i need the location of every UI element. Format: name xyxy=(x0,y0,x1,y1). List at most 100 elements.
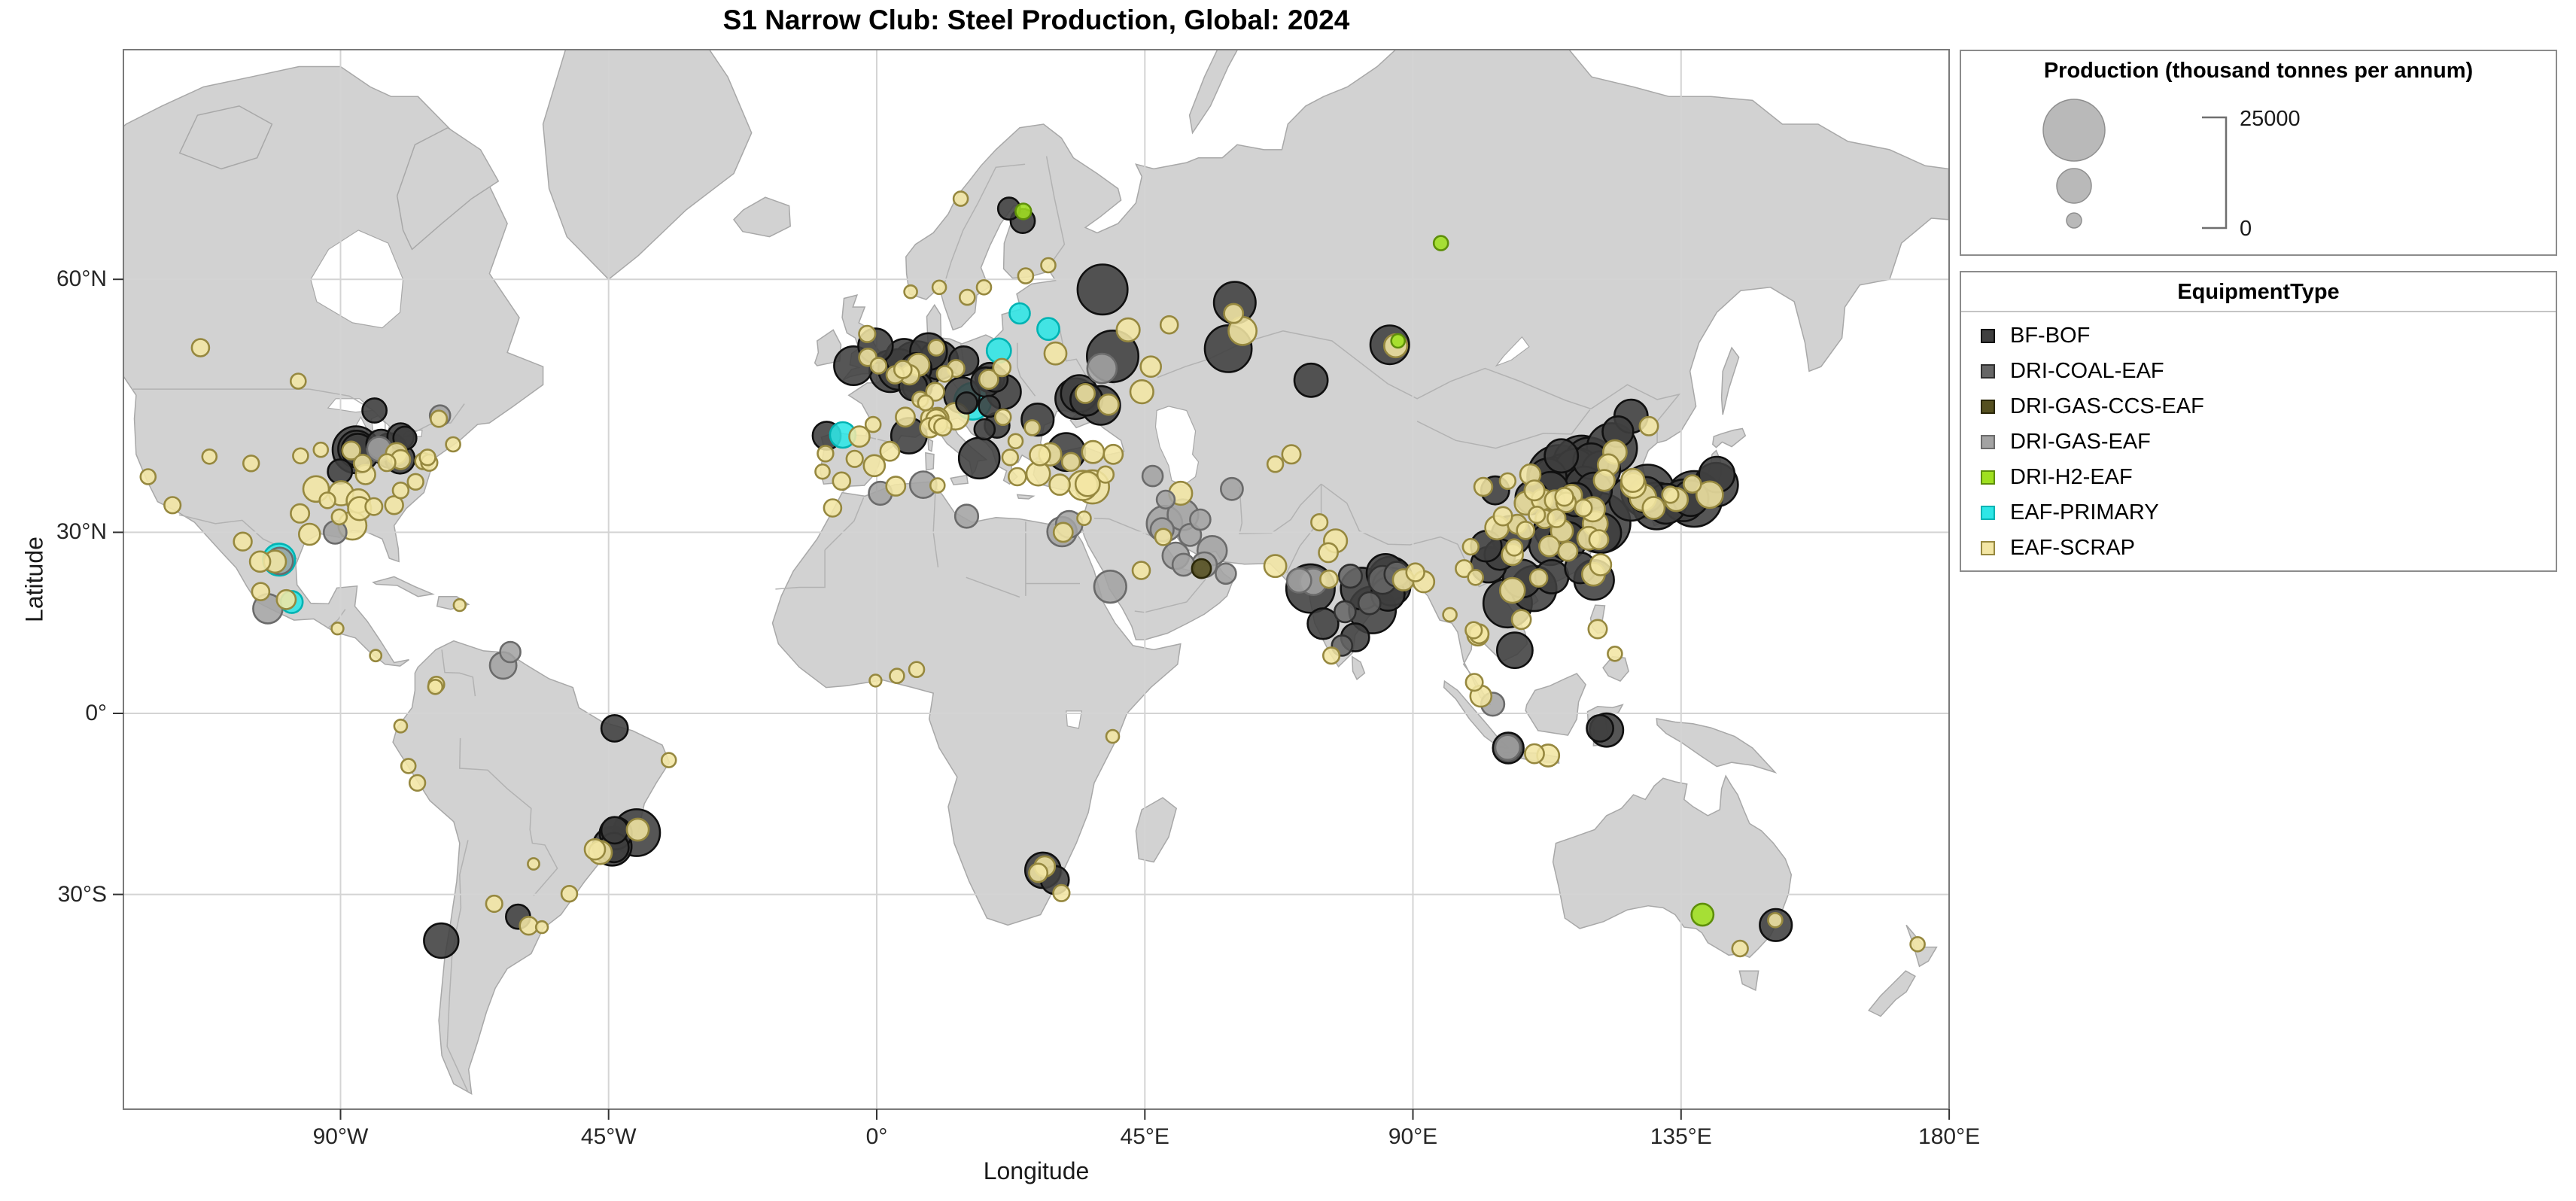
bubble-eaf-scrap xyxy=(935,365,954,383)
bubble-eaf-scrap xyxy=(1588,529,1610,551)
x-tick-label: 135°E xyxy=(1650,1124,1712,1149)
bubble-eaf-scrap xyxy=(994,408,1012,426)
landmass xyxy=(1188,50,1239,135)
x-tick-label: 90°E xyxy=(1388,1124,1438,1149)
size-legend-max-label: 25000 xyxy=(2240,107,2301,131)
bubble-eaf-scrap xyxy=(485,894,503,914)
bubble-eaf-scrap xyxy=(297,522,321,546)
bubble-eaf-scrap xyxy=(1528,505,1547,524)
bubble-eaf-scrap xyxy=(400,758,417,774)
bubble-eaf-scrap xyxy=(959,288,976,306)
bubble-eaf-scrap xyxy=(292,447,309,465)
bubble-eaf-scrap xyxy=(289,372,307,390)
bubble-eaf-scrap xyxy=(1473,476,1494,497)
bubble-eaf-scrap xyxy=(190,338,211,357)
legend-item-eaf-primary: EAF-PRIMARY xyxy=(1981,495,2556,531)
legend-item-dri-gas-eaf: DRI-GAS-EAF xyxy=(1981,424,2556,460)
bubble-bf-bof xyxy=(1543,438,1580,474)
bubble-eaf-scrap xyxy=(1620,467,1646,494)
bubble-dri-gas-ccs-eaf xyxy=(1191,558,1212,579)
bubble-eaf-scrap xyxy=(377,453,397,473)
legend-item-label: DRI-GAS-CCS-EAF xyxy=(2010,394,2204,418)
bubble-eaf-scrap xyxy=(1097,393,1120,416)
size-legend-bracket xyxy=(2202,116,2228,230)
landmass xyxy=(950,474,969,485)
bubble-eaf-scrap xyxy=(1516,520,1535,540)
legend-item-dri-h2-eaf: DRI-H2-EAF xyxy=(1981,460,2556,495)
bubble-eaf-scrap xyxy=(1074,470,1101,497)
bubble-dri-gas-eaf xyxy=(1285,567,1312,594)
bubble-dri-h2-eaf xyxy=(1390,333,1406,349)
x-tick-label: 45°W xyxy=(580,1124,637,1149)
dri-h2-eaf-swatch-icon xyxy=(1981,470,1995,485)
bubble-eaf-scrap xyxy=(1498,576,1526,604)
bubble-eaf-scrap xyxy=(1115,317,1141,343)
bubble-eaf-scrap xyxy=(862,454,887,478)
size-legend-graphic: 25000 0 xyxy=(2042,99,2301,241)
country-border xyxy=(441,649,476,697)
bubble-eaf-scrap xyxy=(868,673,883,688)
landmass xyxy=(1868,970,1916,1017)
bubble-eaf-scrap xyxy=(869,357,888,375)
lake xyxy=(1495,336,1530,367)
bubble-eaf-scrap xyxy=(1028,862,1049,883)
landmass xyxy=(1525,673,1586,736)
bubble-dri-gas-eaf xyxy=(1141,464,1164,488)
bubble-eaf-scrap xyxy=(625,817,650,842)
x-tick-label: 0° xyxy=(865,1124,888,1149)
bubble-eaf-scrap xyxy=(1043,341,1068,366)
bubble-eaf-scrap xyxy=(1492,506,1513,527)
bubble-dri-gas-eaf xyxy=(1189,508,1212,531)
bubble-eaf-scrap xyxy=(1131,561,1151,580)
size-legend-min-label: 0 xyxy=(2240,217,2252,241)
bubble-eaf-scrap xyxy=(1017,267,1035,284)
bubble-eaf-scrap xyxy=(1266,455,1285,473)
bubble-eaf-scrap xyxy=(341,440,361,461)
x-tick-label: 90°W xyxy=(312,1124,369,1149)
bubble-eaf-scrap xyxy=(1105,728,1121,744)
bubble-eaf-scrap xyxy=(885,476,907,497)
bubble-eaf-scrap xyxy=(1524,743,1545,765)
bubble-eaf-scrap xyxy=(1052,521,1074,543)
bubble-eaf-scrap xyxy=(1461,537,1480,556)
x-tick-label: 180°E xyxy=(1918,1124,1981,1149)
bubble-eaf-scrap xyxy=(1321,646,1341,665)
bubble-eaf-scrap xyxy=(858,324,877,343)
bubble-eaf-scrap xyxy=(1075,383,1096,404)
bubble-eaf-scrap xyxy=(1909,936,1926,953)
country-border xyxy=(1134,579,1206,613)
bubble-eaf-scrap xyxy=(864,415,882,433)
bubble-eaf-scrap xyxy=(1528,568,1549,588)
bubble-eaf-scrap xyxy=(1052,883,1071,902)
bubble-eaf-scrap xyxy=(1001,448,1020,467)
bubble-eaf-scrap xyxy=(1310,512,1329,532)
size-legend-bubble-medium xyxy=(2056,168,2092,204)
bubble-eaf-scrap xyxy=(583,838,607,861)
bubble-eaf-scrap xyxy=(330,508,348,526)
x-axis-label: Longitude xyxy=(983,1157,1090,1184)
bubble-eaf-scrap xyxy=(832,471,852,491)
country-border xyxy=(941,163,1026,291)
bubble-eaf-scrap xyxy=(848,425,871,448)
bubble-dri-coal-eaf xyxy=(1334,600,1357,624)
bubble-eaf-scrap xyxy=(242,455,260,473)
bubble-eaf-scrap xyxy=(519,915,539,936)
bubble-eaf-scrap xyxy=(1592,469,1616,492)
bubble-eaf-scrap xyxy=(1547,508,1567,528)
size-legend: Production (thousand tonnes per annum) 2… xyxy=(1960,50,2557,256)
bubble-eaf-scrap xyxy=(163,496,182,515)
bubble-eaf-scrap xyxy=(1504,538,1524,557)
size-legend-title: Production (thousand tonnes per annum) xyxy=(2043,59,2474,83)
bubble-eaf-scrap xyxy=(1442,607,1458,623)
bubble-eaf-scrap xyxy=(917,394,935,412)
bubble-eaf-scrap xyxy=(1060,452,1081,472)
country-border xyxy=(1045,156,1066,269)
landmass xyxy=(372,576,435,597)
bubble-eaf-scrap xyxy=(889,667,905,685)
bubble-eaf-scrap xyxy=(845,449,864,468)
bubble-eaf-scrap xyxy=(1139,355,1162,379)
bubble-bf-bof xyxy=(361,397,388,424)
landmass xyxy=(1016,494,1036,500)
country-border xyxy=(824,497,865,551)
